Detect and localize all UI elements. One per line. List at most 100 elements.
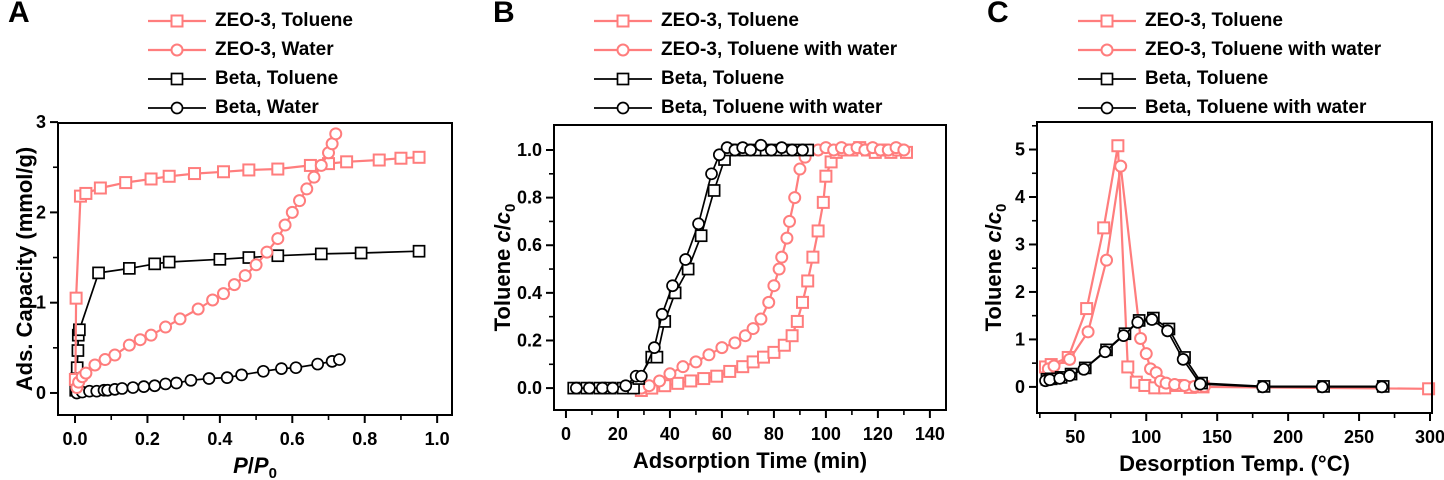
marker-circle	[329, 127, 343, 141]
series-line	[1046, 317, 1384, 388]
marker-circle	[653, 374, 667, 388]
y-tick-label: 2	[1015, 282, 1025, 302]
marker-circle	[260, 245, 274, 259]
marker-circle	[775, 141, 789, 154]
legend-label: Beta, Toluene	[1145, 67, 1269, 89]
marker-circle	[256, 364, 270, 378]
y-axis-title: Ads. Capacity (mmol/g)	[12, 147, 37, 391]
marker-square	[144, 172, 158, 186]
marker-circle	[754, 312, 768, 326]
marker-circle	[616, 101, 630, 114]
marker-square	[1097, 221, 1111, 235]
marker-circle	[583, 381, 596, 395]
legend-label: ZEO-3, Water	[215, 38, 334, 60]
marker-square	[785, 329, 799, 343]
x-axis-title: Adsorption Time (min)	[633, 448, 867, 473]
marker-circle	[278, 218, 292, 232]
marker-circle	[1256, 380, 1269, 394]
marker-circle	[1077, 362, 1091, 376]
panel-c: C ZEO-3, Toluene ZEO-3, Toluene with wate…	[965, 0, 1444, 480]
marker-circle	[1100, 253, 1114, 267]
x-tick-label: 50	[1065, 427, 1085, 447]
marker-circle	[271, 232, 285, 246]
plot-frame	[553, 124, 947, 411]
panel-c-label: C	[987, 0, 1009, 29]
legend-item: ZEO-3, Toluene	[148, 6, 353, 35]
legend-swatch-square-icon	[148, 72, 206, 85]
legend-item: Beta, Toluene	[148, 64, 353, 93]
x-tick-label: 40	[660, 424, 680, 444]
x-tick-label: 0.8	[352, 429, 377, 449]
marker-square	[71, 344, 85, 357]
legend-item: ZEO-3, Water	[148, 35, 353, 64]
marker-circle	[785, 143, 799, 157]
y-tick-label: 3	[1015, 234, 1025, 254]
marker-square	[1111, 139, 1125, 153]
marker-circle	[634, 369, 648, 383]
legend-label: ZEO-3, Toluene with water	[1145, 38, 1382, 60]
y-tick-label: 0.4	[517, 283, 542, 303]
x-tick-label: 0.0	[63, 429, 88, 449]
marker-circle	[133, 333, 147, 347]
x-tick-label: 120	[863, 424, 893, 444]
marker-square	[79, 186, 93, 200]
x-axis-title: P/P0	[233, 453, 277, 480]
legend-label: ZEO-3, Toluene	[215, 9, 353, 31]
legend-swatch-square-icon	[148, 14, 206, 27]
marker-circle	[1375, 380, 1389, 394]
marker-square	[242, 163, 256, 177]
x-tick-label: 0.6	[280, 429, 305, 449]
marker-square	[354, 246, 368, 260]
marker-circle	[249, 258, 263, 272]
marker-square	[242, 251, 256, 264]
marker-circle	[788, 191, 802, 205]
marker-circle	[148, 379, 162, 393]
y-tick-label: 0	[36, 383, 46, 403]
marker-square	[412, 244, 426, 258]
y-axis-title: Toluene c/c0	[490, 204, 519, 332]
x-tick-label: 60	[712, 424, 732, 444]
marker-circle	[1114, 159, 1128, 173]
marker-square	[162, 169, 176, 183]
x-tick-label: 80	[764, 424, 784, 444]
marker-square	[707, 184, 721, 197]
marker-circle	[715, 341, 729, 355]
marker-circle	[238, 269, 252, 283]
marker-circle	[115, 382, 129, 395]
y-tick-label: 2	[36, 202, 46, 222]
marker-circle	[1176, 353, 1190, 366]
marker-circle	[1161, 324, 1174, 338]
marker-square	[372, 153, 386, 167]
marker-circle	[137, 380, 151, 393]
marker-square	[816, 195, 830, 209]
marker-square	[616, 72, 630, 85]
legend-item: ZEO-3, Toluene with water	[594, 35, 897, 64]
legend-swatch-square-icon	[594, 14, 652, 27]
marker-square	[119, 176, 133, 190]
marker-square	[1080, 302, 1094, 316]
marker-square	[92, 266, 105, 280]
marker-circle	[702, 348, 716, 362]
marker-square	[801, 274, 815, 288]
marker-square	[811, 224, 825, 238]
marker-circle	[783, 214, 797, 228]
marker-square	[671, 376, 685, 390]
marker-circle	[897, 143, 911, 157]
marker-circle	[780, 231, 794, 245]
marker-circle	[122, 338, 136, 352]
marker-circle	[1098, 345, 1112, 359]
marker-square	[806, 250, 820, 264]
marker-circle	[1063, 352, 1077, 366]
marker-circle	[88, 358, 102, 372]
marker-circle	[144, 328, 158, 342]
marker-circle	[307, 170, 321, 184]
x-tick-label: 140	[915, 424, 945, 444]
marker-square	[271, 162, 285, 176]
panel-a-label: A	[8, 0, 30, 29]
marker-square	[616, 14, 630, 27]
panel-b-label: B	[493, 0, 515, 29]
marker-circle	[285, 205, 299, 219]
legend-swatch-circle-icon	[1078, 43, 1136, 56]
legend-swatch-square-icon	[1078, 72, 1136, 85]
y-tick-label: 1.0	[517, 140, 542, 160]
